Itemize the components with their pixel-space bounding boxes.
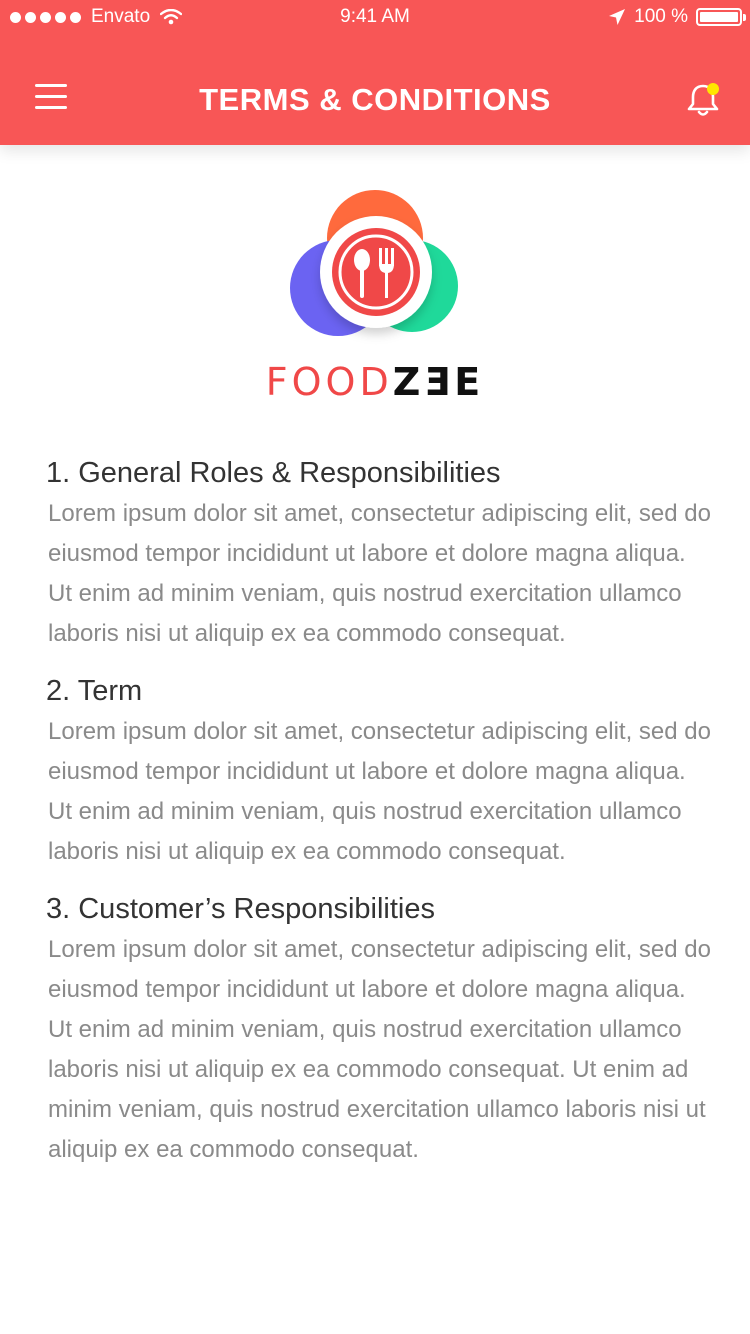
signal-dots-icon (10, 11, 81, 23)
terms-section: 1. General Roles & Responsibilities Lore… (46, 452, 716, 654)
status-bar: Envato 9:41 AM 100 % (0, 0, 750, 36)
notification-dot (707, 83, 719, 95)
section-body: Lorem ipsum dolor sit amet, consectetur … (48, 936, 711, 1163)
bell-icon (687, 83, 719, 116)
navbar: TERMS & CONDITIONS (0, 58, 750, 144)
status-left: Envato (10, 6, 183, 28)
terms-section: 2. Term Lorem ipsum dolor sit amet, cons… (46, 670, 716, 872)
section-body: Lorem ipsum dolor sit amet, consectetur … (48, 500, 711, 647)
brand-logo: FOODZƎE (0, 186, 750, 404)
location-arrow-icon (609, 9, 626, 25)
foodzee-logo-icon (290, 190, 458, 336)
battery-percent: 100 % (634, 6, 688, 27)
section-title: 3. Customer’s Responsibilities (46, 893, 435, 925)
terms-content: 1. General Roles & Responsibilities Lore… (46, 452, 716, 1186)
status-right: 100 % (608, 6, 746, 28)
wifi-icon (160, 9, 183, 25)
app-header: Envato 9:41 AM 100 % TERMS & CONDITIONS (0, 0, 750, 145)
terms-section: 3. Customer’s Responsibilities Lorem ips… (46, 888, 716, 1170)
section-title: 2. Term (46, 675, 143, 707)
section-title: 1. General Roles & Responsibilities (46, 457, 501, 489)
brand-name-part1: FOOD (265, 360, 393, 404)
hamburger-menu-icon[interactable] (35, 82, 67, 112)
clock: 9:41 AM (340, 6, 410, 27)
page-title: TERMS & CONDITIONS (199, 82, 551, 117)
brand-name: FOODZƎE (0, 360, 750, 404)
carrier-label: Envato (91, 6, 151, 27)
section-body: Lorem ipsum dolor sit amet, consectetur … (48, 718, 711, 865)
brand-name-part2: ZƎE (392, 360, 485, 404)
battery-icon (696, 8, 746, 26)
notification-button[interactable] (683, 80, 723, 120)
